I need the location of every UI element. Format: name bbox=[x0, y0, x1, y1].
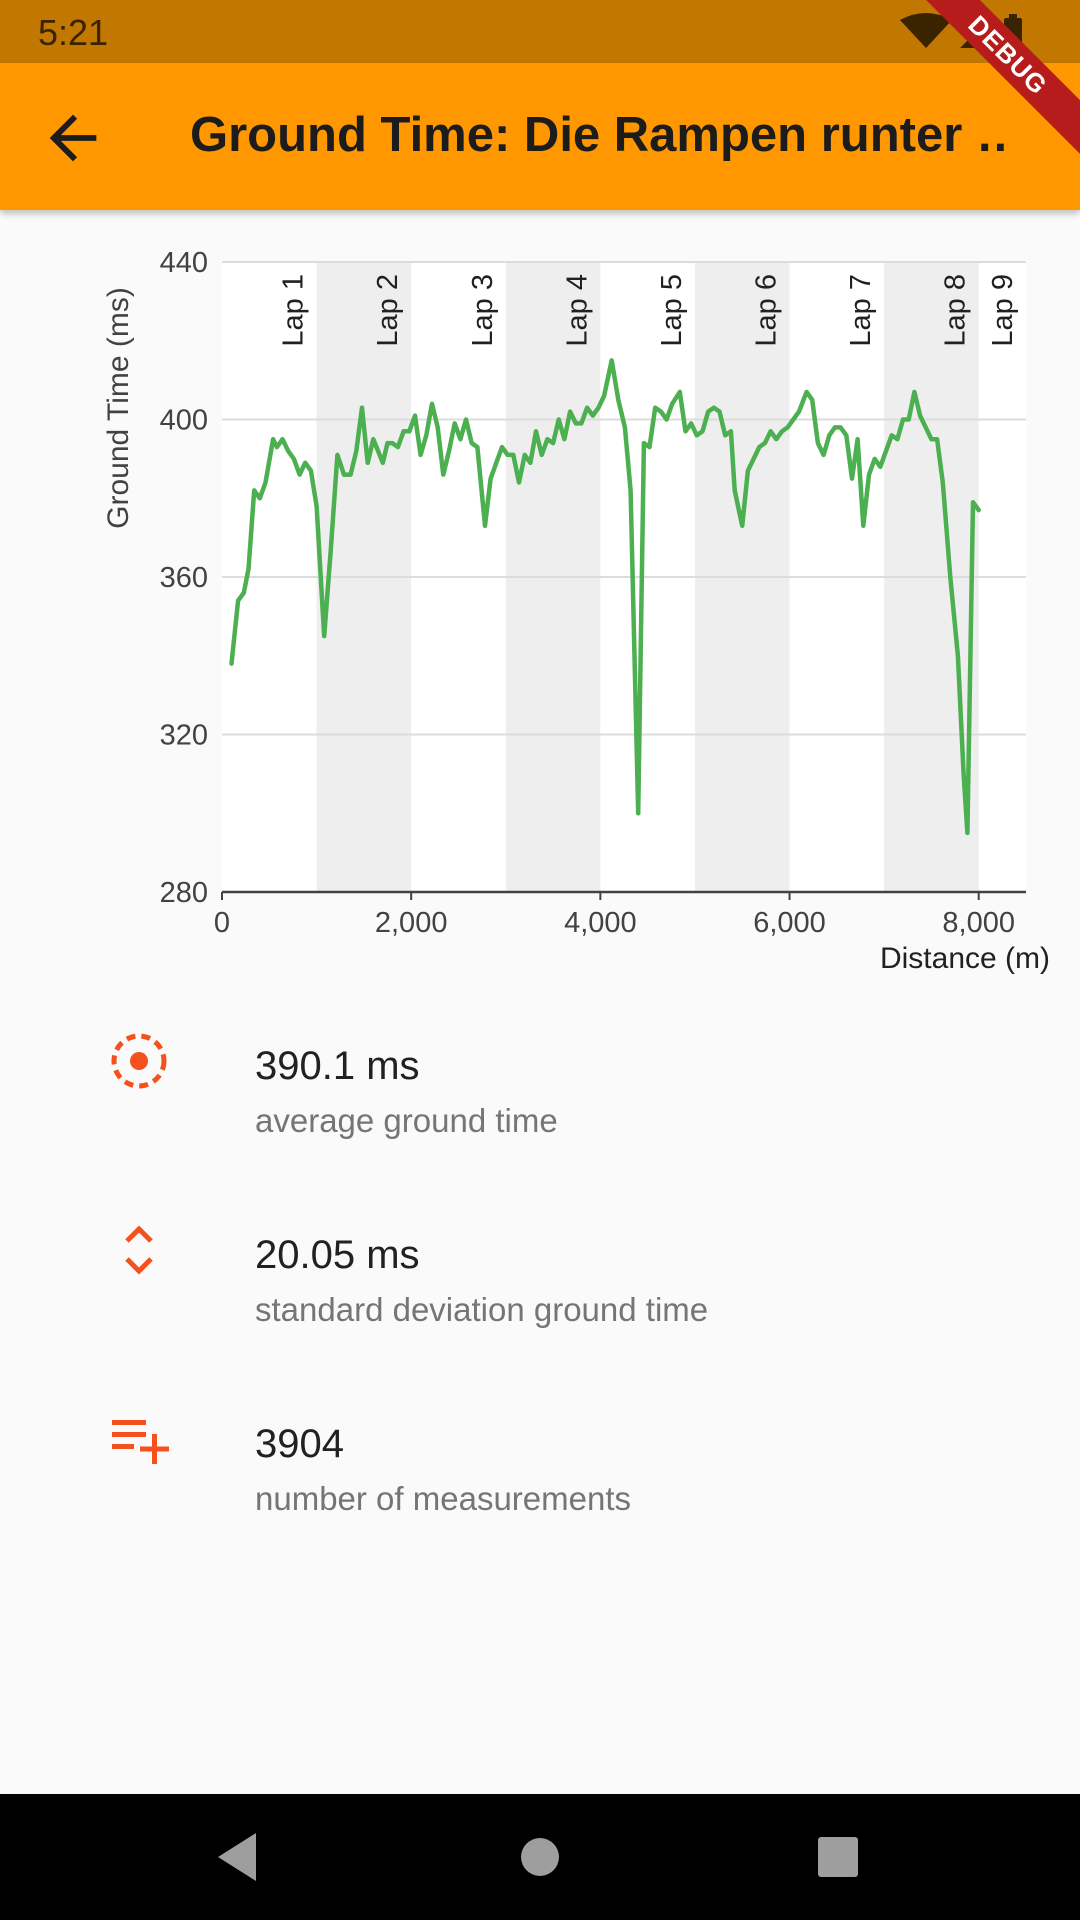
ground-time-chart: Lap 1 Lap 2 Lap 3 Lap 4 Lap 5 Lap 6 Lap 7 Lap 8… bbox=[102, 247, 1050, 975]
arrow-back-icon bbox=[49, 114, 97, 162]
stat-value: 20.05 ms bbox=[255, 1233, 420, 1277]
stat-label: number of measurements bbox=[255, 1480, 632, 1517]
y-tick-label: 440 bbox=[160, 247, 208, 279]
y-axis-label: Ground Time (ms) bbox=[102, 287, 135, 529]
stat-value: 3904 bbox=[255, 1422, 344, 1466]
lap-label: Lap 2 bbox=[372, 274, 404, 347]
stat-number-of-measurements: 3904 number of measurements bbox=[0, 1398, 1080, 1548]
stat-label: standard deviation ground time bbox=[255, 1291, 709, 1328]
lap-label: Lap 1 bbox=[278, 274, 310, 347]
stat-average-ground-time: 390.1 ms average ground time bbox=[0, 1020, 1080, 1170]
y-tick-label: 360 bbox=[160, 562, 208, 594]
battery-icon bbox=[1004, 18, 1022, 50]
navigation-bar bbox=[0, 1794, 1080, 1920]
lap-label: Lap 6 bbox=[751, 274, 783, 347]
wifi-icon bbox=[900, 13, 952, 48]
lap-label: Lap 8 bbox=[940, 274, 972, 347]
stat-value: 390.1 ms bbox=[255, 1044, 420, 1088]
nav-home-icon[interactable] bbox=[510, 1827, 570, 1887]
lap-label: Lap 5 bbox=[656, 274, 688, 347]
x-tick-label: 0 bbox=[214, 907, 230, 939]
status-icons bbox=[900, 13, 1022, 50]
stat-label: average ground time bbox=[255, 1102, 558, 1139]
y-tick-label: 400 bbox=[160, 405, 208, 437]
unfold-more-icon bbox=[125, 1225, 153, 1275]
x-tick-label: 4,000 bbox=[564, 907, 637, 939]
y-tick-label: 320 bbox=[160, 720, 208, 752]
series-line-0 bbox=[229, 358, 981, 836]
back-button[interactable] bbox=[38, 103, 108, 173]
x-axis-label: Distance (m) bbox=[880, 942, 1050, 975]
playlist-add-icon bbox=[112, 1420, 169, 1464]
page-title: Ground Time: Die Rampen runter … bbox=[190, 108, 1010, 162]
stat-standard-deviation: 20.05 ms standard deviation ground time bbox=[0, 1209, 1080, 1359]
x-tick-label: 6,000 bbox=[753, 907, 826, 939]
status-time: 5:21 bbox=[38, 12, 109, 53]
x-tick-label: 8,000 bbox=[942, 907, 1015, 939]
lap-label: Lap 4 bbox=[561, 274, 593, 347]
lap-label: Lap 3 bbox=[467, 274, 499, 347]
status-bar: 5:21 bbox=[0, 0, 1080, 63]
lap-label: Lap 7 bbox=[845, 274, 877, 347]
nav-back-icon[interactable] bbox=[208, 1827, 268, 1887]
y-tick-label: 280 bbox=[160, 877, 208, 909]
x-tick-label: 2,000 bbox=[375, 907, 448, 939]
track-changes-icon bbox=[111, 1033, 167, 1089]
nav-recents-icon[interactable] bbox=[808, 1827, 868, 1887]
lap-label: Lap 9 bbox=[987, 274, 1019, 347]
signal-icon bbox=[960, 16, 992, 48]
app-bar: Ground Time: Die Rampen runter … bbox=[0, 63, 1080, 210]
